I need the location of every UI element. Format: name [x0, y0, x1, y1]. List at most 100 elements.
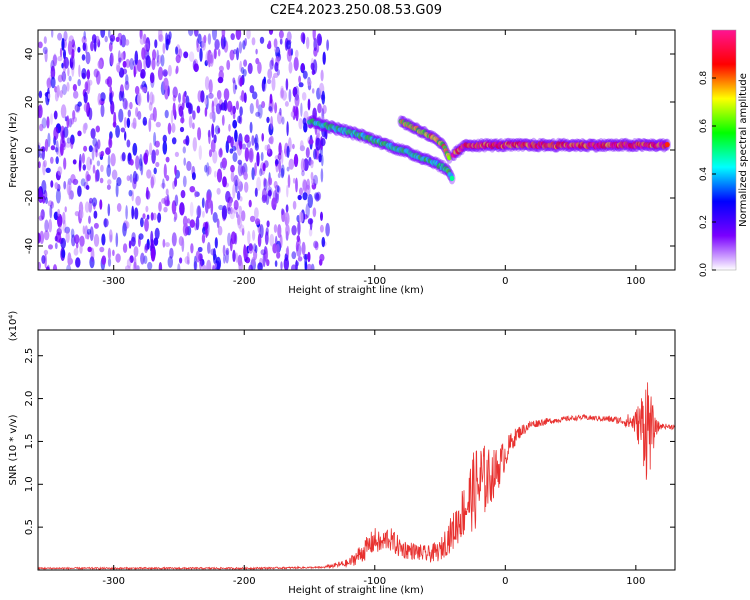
spectrogram-noise-cell [145, 55, 151, 69]
spectrogram-noise-cell [118, 90, 123, 102]
spectrogram-noise-cell [108, 42, 113, 52]
spectrogram-noise-cell [237, 162, 243, 177]
spectrogram-noise-cell [209, 54, 214, 64]
spectrogram-noise-cell [79, 153, 82, 168]
spectrogram-noise-cell [211, 100, 215, 114]
spectrogram-noise-cell [241, 228, 245, 236]
spectrogram-noise-cell [129, 173, 133, 183]
spectrogram-noise-cell [232, 145, 237, 152]
spectrogram-noise-cell [249, 215, 256, 223]
spectrogram-noise-cell [301, 241, 306, 255]
spectrogram-noise-cell [230, 231, 237, 245]
spectrogram-noise-cell [241, 143, 247, 150]
spectrogram-noise-cell [99, 177, 104, 184]
spectrogram-noise-cell [131, 232, 136, 242]
spectrogram-noise-cell [201, 233, 206, 244]
spectrogram-noise-cell [230, 206, 233, 215]
spectrogram-noise-cell [263, 178, 268, 191]
spectrogram-noise-cell [162, 134, 167, 143]
spectrogram-noise-cell [232, 112, 236, 120]
spectrogram-noise-cell [104, 35, 108, 43]
spectrogram-noise-cell [261, 101, 266, 109]
spectrogram-noise-cell [192, 122, 195, 130]
spectrogram-noise-cell [220, 34, 226, 50]
spectrogram-noise-cell [241, 210, 246, 222]
spectrogram-noise-cell [268, 106, 273, 112]
spectrogram-noise-cell [88, 215, 91, 224]
spectrogram-noise-cell [174, 211, 178, 221]
spectrogram-noise-cell [314, 241, 319, 251]
spectrogram-x-tick-label: -100 [363, 276, 386, 287]
spectrogram-noise-cell [101, 255, 107, 265]
spectrogram-noise-cell [295, 240, 299, 252]
spectrogram-noise-cell [268, 30, 274, 35]
spectrogram-noise-cell [298, 118, 303, 130]
spectrogram-noise-cell [285, 78, 289, 91]
spectrogram-noise-cell [300, 102, 303, 117]
spectrogram-noise-cell [172, 102, 176, 117]
spectrogram-noise-cell [80, 178, 86, 187]
spectrogram-noise-cell [87, 246, 92, 252]
spectrogram-noise-cell [216, 90, 222, 100]
spectrogram-noise-cell [240, 66, 245, 75]
spectrogram-noise-cell [142, 116, 147, 126]
spectrogram-noise-cell [254, 162, 257, 177]
spectrogram-noise-cell [163, 206, 168, 213]
spectrogram-noise-cell [288, 89, 292, 103]
spectrogram-noise-cell [291, 264, 297, 270]
spectrogram-noise-cell [116, 64, 121, 73]
spectrogram-noise-cell [313, 37, 318, 52]
spectrogram-noise-cell [183, 51, 189, 59]
spectrogram-noise-cell [61, 37, 65, 51]
spectrogram-noise-cell [213, 48, 217, 60]
spectrogram-x-tick-label: -300 [102, 276, 125, 287]
spectrogram-noise-cell [72, 159, 77, 165]
spectrogram-noise-cell [204, 221, 209, 230]
spectrogram-noise-cell [263, 177, 267, 187]
spectrogram-noise-cell [126, 258, 132, 269]
spectrogram-noise-cell [82, 164, 87, 171]
spectrogram-noise-cell [144, 243, 150, 251]
spectrogram-noise-cell [200, 90, 205, 103]
spectrogram-noise-cell [120, 52, 125, 61]
spectrogram-noise-cell [153, 132, 157, 146]
spectrogram-noise-cell [199, 47, 203, 62]
spectrogram-noise-cell [237, 214, 241, 226]
snr-y-ticks: 0.5 1.0 1.5 2.0 2.5 [24, 348, 675, 535]
spectrogram-noise-cell [57, 32, 63, 41]
spectrogram-noise-cell [223, 88, 230, 101]
spectrogram-noise-cell [48, 244, 53, 250]
spectrogram-noise-cell [77, 79, 81, 87]
spectrogram-noise-cell [41, 255, 46, 264]
spectrogram-noise-cell [223, 36, 227, 47]
spectrogram-noise-cell [122, 60, 127, 68]
spectrogram-noise-cell [142, 213, 146, 220]
spectrogram-noise-cell [150, 174, 156, 186]
spectrogram-noise-cell [125, 39, 130, 46]
spectrogram-noise-cell [274, 102, 278, 114]
spectrogram-noise-cell [60, 237, 66, 249]
spectrogram-noise-cell [120, 34, 127, 48]
spectrogram-noise-cell [233, 199, 239, 211]
spectrogram-noise-cell [285, 224, 290, 237]
spectrogram-noise-cell [96, 160, 101, 167]
spectrogram-noise-cell [90, 247, 95, 262]
spectrogram-noise-cell [46, 77, 52, 90]
spectrogram-noise-cell [70, 174, 76, 184]
spectrogram-noise-cell [214, 237, 218, 249]
spectrogram-noise-cell [214, 38, 220, 50]
spectrogram-noise-cell [187, 218, 191, 224]
spectrogram-noise-cell [286, 31, 292, 42]
spectrogram-noise-cell [204, 164, 208, 173]
spectrogram-y-tick-label: -20 [24, 190, 35, 206]
spectrogram-noise-cell [135, 155, 140, 170]
spectrogram-noise-cell [50, 156, 54, 164]
spectrogram-noise-cell [313, 148, 317, 160]
spectrogram-noise-cell [42, 46, 48, 55]
spectrogram-noise-cell [227, 232, 232, 247]
spectrogram-noise-cell [154, 227, 160, 240]
spectrogram-noise-cell [113, 111, 117, 127]
spectrogram-noise-cell [72, 84, 77, 92]
spectrogram-noise-cell [290, 111, 294, 118]
spectrogram-noise-cell [259, 36, 265, 44]
